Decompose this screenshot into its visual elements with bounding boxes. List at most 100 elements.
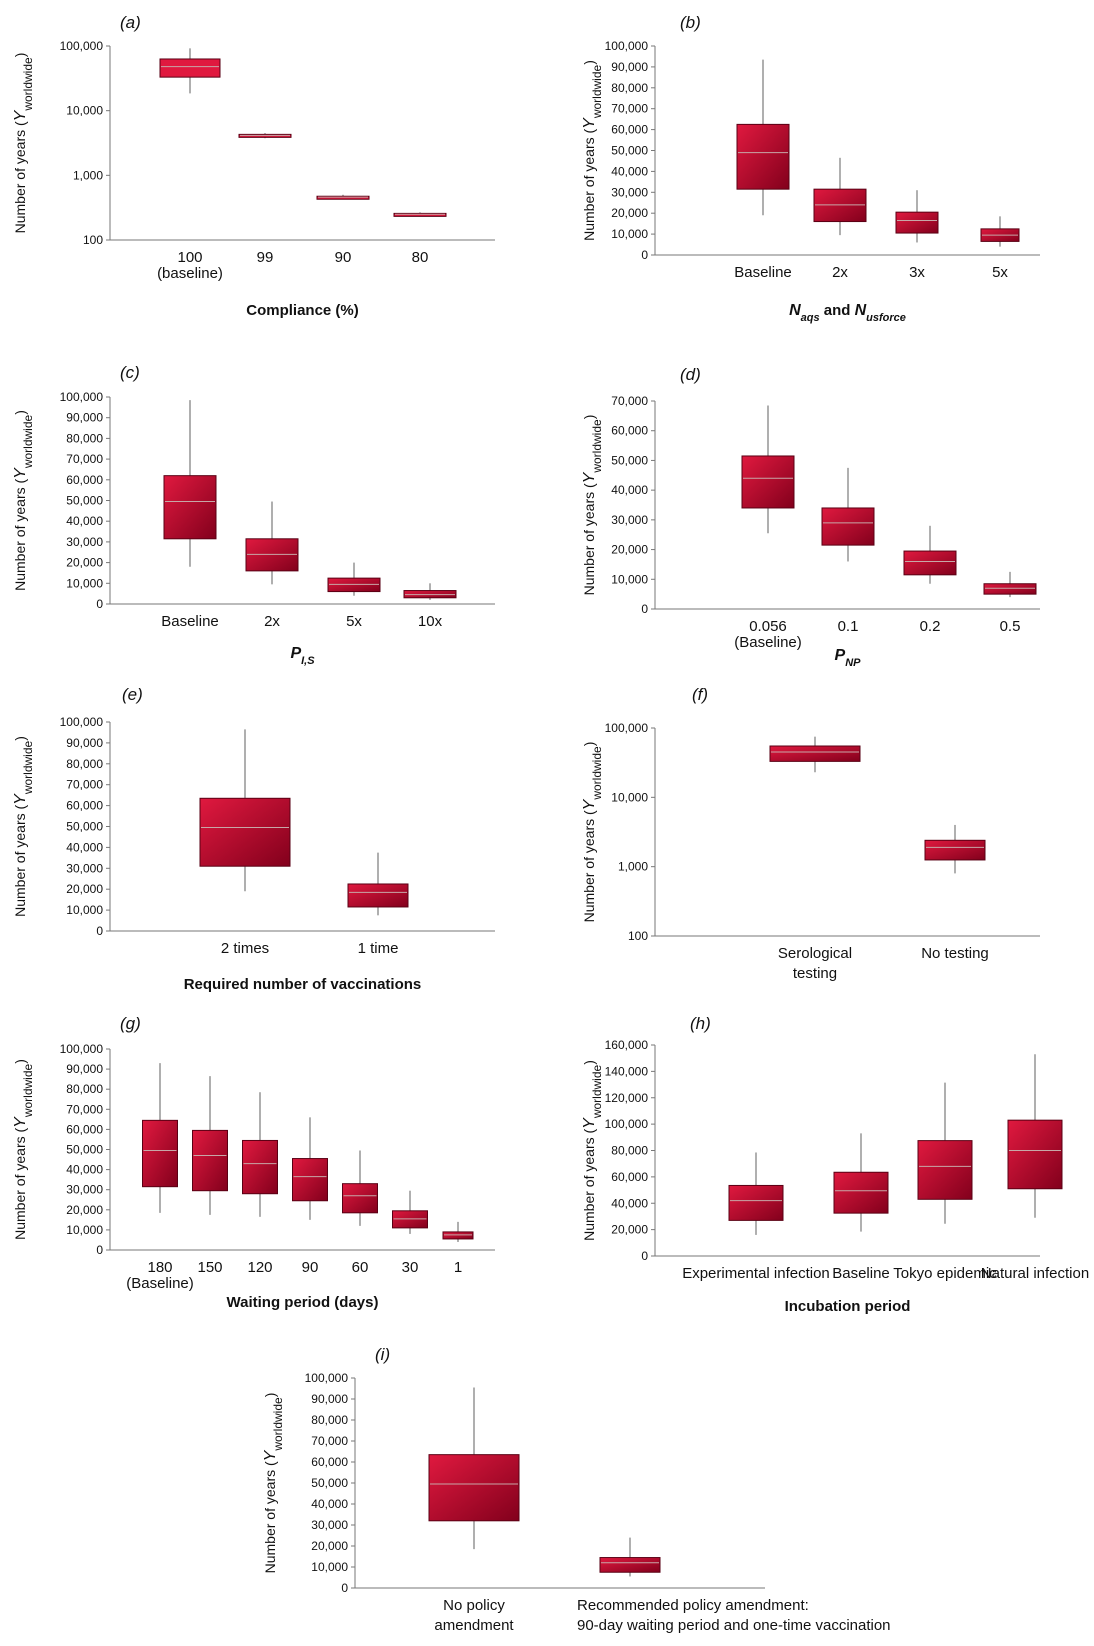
y-tick-label: 30,000 xyxy=(66,1183,103,1197)
box xyxy=(192,1129,228,1192)
y-tick-label: 80,000 xyxy=(611,81,648,95)
category-sublabel: testing xyxy=(793,965,837,982)
x-axis-title: PNP xyxy=(835,647,862,669)
panel-c: (c) 0 10,000 20,000 30,000 40,000 50,000 60,000… xyxy=(12,363,495,667)
y-tick-label: 40,000 xyxy=(611,164,648,178)
category-label: Recommended policy amendment: xyxy=(577,1597,809,1614)
category-label: 2x xyxy=(832,264,848,281)
y-tick-label: 90,000 xyxy=(611,60,648,74)
panel-h: (h) 0 20,000 40,000 60,000 80,000 100,000 120,0… xyxy=(581,1014,1089,1315)
panel-label: (d) xyxy=(680,365,701,384)
y-tick-label: 100,000 xyxy=(605,1117,649,1131)
category-label: 0.5 xyxy=(1000,618,1021,635)
y-tick-label: 80,000 xyxy=(311,1413,348,1427)
y-tick-label: 30,000 xyxy=(66,861,103,875)
category-label: 90 xyxy=(335,249,352,266)
box xyxy=(917,1140,973,1200)
category-label: 1 xyxy=(454,1259,462,1276)
box xyxy=(728,1184,784,1221)
box xyxy=(159,58,221,78)
category-sublabel: (Baseline) xyxy=(126,1275,194,1292)
category-label: 100 xyxy=(177,249,202,266)
category-label: Serological xyxy=(778,945,852,962)
category-label: 30 xyxy=(402,1259,419,1276)
panel-e: (e) 0 10,000 20,000 30,000 40,000 50,000 60,000… xyxy=(12,685,495,993)
y-axis-title: Number of years (Yworldwide) xyxy=(581,1060,604,1241)
y-tick-label: 60,000 xyxy=(66,799,103,813)
box xyxy=(821,507,875,546)
y-tick-label: 40,000 xyxy=(66,840,103,854)
panel-i: (i) 0 10,000 20,000 30,000 40,000 50,000 60,000… xyxy=(262,1345,891,1634)
y-tick-label: 40,000 xyxy=(66,514,103,528)
box xyxy=(393,212,447,217)
y-tick-label: 50,000 xyxy=(611,453,648,467)
panel-label: (a) xyxy=(120,13,141,32)
panel-label: (f) xyxy=(692,685,708,704)
category-label: Baseline xyxy=(161,613,219,630)
y-tick-label: 120,000 xyxy=(605,1091,649,1105)
category-label: 0.056 xyxy=(749,618,787,635)
y-tick-label: 20,000 xyxy=(66,556,103,570)
panel-a: (a) 100 1,000 10,000 100,000 Number of years … xyxy=(12,13,495,319)
y-tick-label: 80,000 xyxy=(66,757,103,771)
y-tick-label: 10,000 xyxy=(311,1560,348,1574)
y-tick-label: 40,000 xyxy=(611,483,648,497)
panel-d: (d) 0 10,000 20,000 30,000 40,000 50,000 60,000… xyxy=(581,365,1040,669)
panel-label: (g) xyxy=(120,1014,141,1033)
category-label: 180 xyxy=(147,1259,172,1276)
category-label: 10x xyxy=(418,613,443,630)
x-axis-title: Compliance (%) xyxy=(246,302,359,319)
box xyxy=(242,1139,278,1195)
y-tick-label: 0 xyxy=(341,1581,348,1595)
category-label: Tokyo epidemic xyxy=(893,1265,997,1282)
y-axis-title: Number of years (Yworldwide) xyxy=(581,742,604,923)
y-tick-label: 90,000 xyxy=(66,1062,103,1076)
box xyxy=(142,1119,178,1188)
category-label: 60 xyxy=(352,1259,369,1276)
y-tick-label: 0 xyxy=(96,1243,103,1257)
box xyxy=(741,455,795,509)
y-tick-label: 100,000 xyxy=(305,1371,349,1385)
y-tick-label: 90,000 xyxy=(66,736,103,750)
y-tick-label: 30,000 xyxy=(311,1518,348,1532)
y-axis-title: Number of years (Yworldwide) xyxy=(581,60,604,241)
y-tick-label: 100,000 xyxy=(60,1042,104,1056)
panel-label: (e) xyxy=(122,685,143,704)
y-tick-label: 100,000 xyxy=(60,39,104,53)
y-axis-title: Number of years (Yworldwide) xyxy=(262,1393,285,1574)
panel-g: (g) 0 10,000 20,000 30,000 40,000 50,000 60,000… xyxy=(12,1014,495,1311)
box xyxy=(245,538,299,572)
box xyxy=(736,123,790,190)
y-tick-label: 70,000 xyxy=(66,778,103,792)
y-tick-label: 40,000 xyxy=(611,1196,648,1210)
box xyxy=(442,1231,474,1240)
y-axis-title: Number of years (Yworldwide) xyxy=(12,53,35,234)
y-tick-label: 60,000 xyxy=(611,1170,648,1184)
y-tick-label: 70,000 xyxy=(611,394,648,408)
box xyxy=(163,475,217,540)
y-tick-label: 100,000 xyxy=(605,39,649,53)
y-tick-label: 20,000 xyxy=(611,1223,648,1237)
box xyxy=(327,577,381,593)
y-axis-title: Number of years (Yworldwide) xyxy=(12,736,35,917)
y-tick-label: 10,000 xyxy=(611,572,648,586)
panel-label: (b) xyxy=(680,13,701,32)
category-label: 80 xyxy=(412,249,429,266)
box xyxy=(342,1183,378,1214)
category-label: Baseline xyxy=(832,1265,890,1282)
y-tick-label: 70,000 xyxy=(66,452,103,466)
y-tick-label: 100 xyxy=(83,233,103,247)
y-tick-label: 30,000 xyxy=(611,185,648,199)
y-tick-label: 0 xyxy=(641,1249,648,1263)
panel-b: (b) 0 10,000 20,000 30,000 40,000 50,000 60,000… xyxy=(581,13,1040,324)
category-sublabel: (Baseline) xyxy=(734,634,802,651)
x-axis-title: PI,S xyxy=(290,645,315,667)
panel-label: (i) xyxy=(375,1345,390,1364)
y-tick-label: 160,000 xyxy=(605,1038,649,1052)
box xyxy=(813,188,867,223)
panel-label: (h) xyxy=(690,1014,711,1033)
category-label: 3x xyxy=(909,264,925,281)
y-tick-label: 60,000 xyxy=(611,424,648,438)
category-sublabel: (baseline) xyxy=(157,265,223,282)
y-tick-label: 80,000 xyxy=(611,1144,648,1158)
